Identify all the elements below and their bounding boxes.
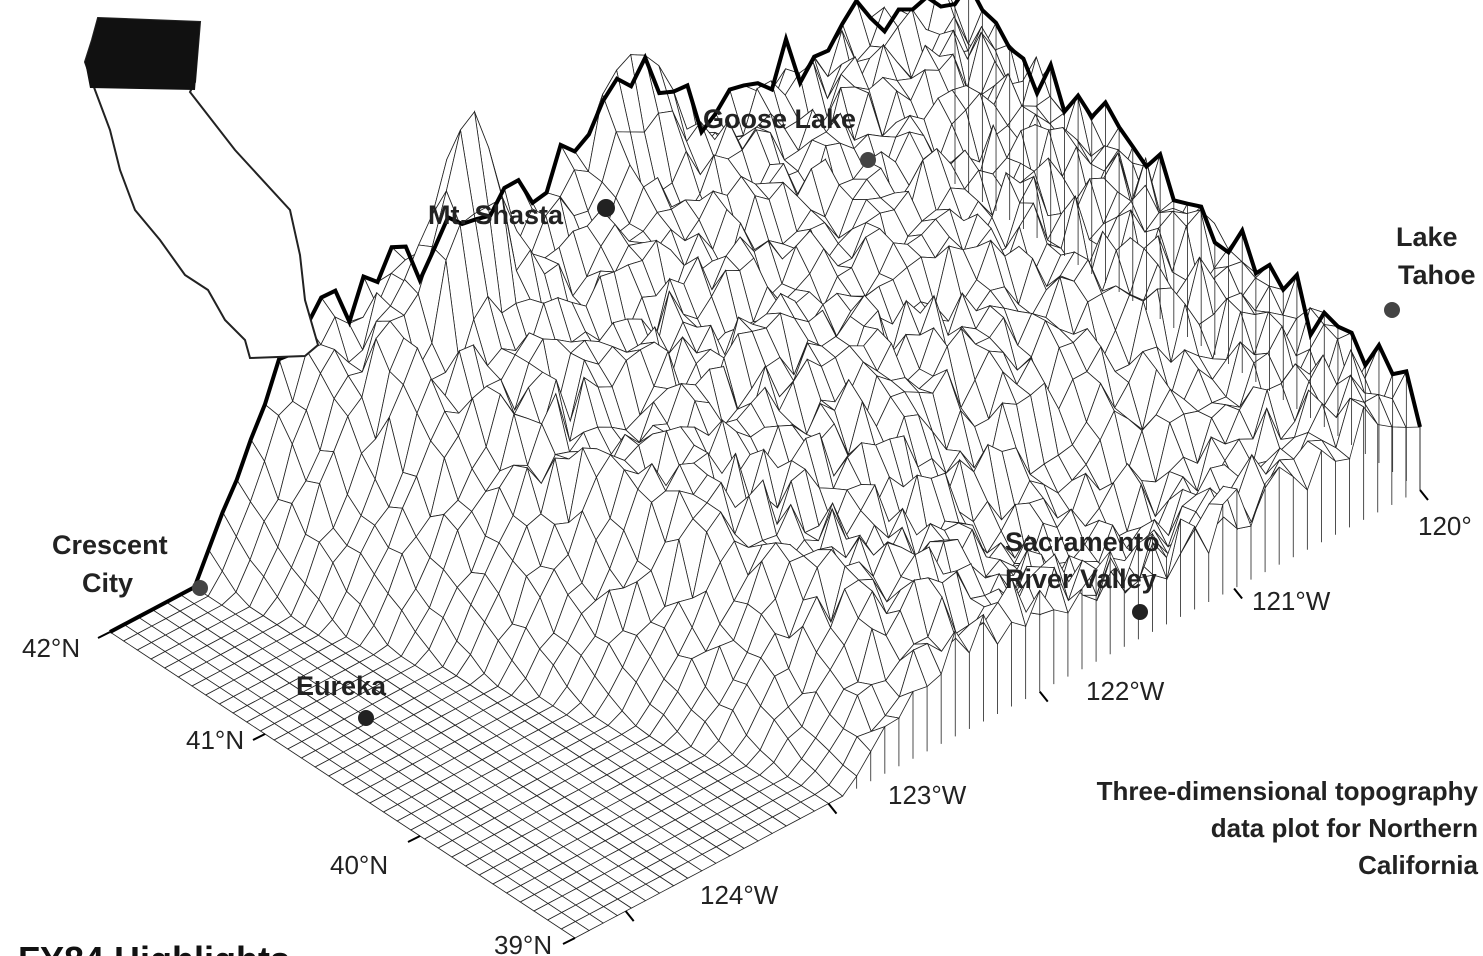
marker [358, 710, 374, 726]
caption: California [1358, 850, 1478, 880]
place-label: City [82, 568, 133, 598]
footer: FY84 Highlights [18, 939, 290, 956]
longitude-label: 121°W [1252, 586, 1331, 616]
place-label: Tahoe [1398, 260, 1476, 290]
caption: Three-dimensional topography [1097, 776, 1479, 806]
place-label: Sacramento [1005, 527, 1160, 557]
longitude-label: 124°W [700, 880, 779, 910]
longitude-label: 123°W [888, 780, 967, 810]
place-label: Eureka [296, 671, 387, 701]
place-label: Lake [1396, 222, 1458, 252]
marker [597, 199, 615, 217]
marker [192, 580, 208, 596]
latitude-label: 41°N [186, 725, 244, 755]
place-label: Mt. Shasta [428, 200, 564, 230]
caption: data plot for Northern [1211, 813, 1478, 843]
topography-figure: Goose Lake Mt. Shasta Lake Tahoe Crescen… [0, 0, 1483, 956]
longitude-label: 120° [1418, 511, 1472, 541]
longitude-label: 122°W [1086, 676, 1165, 706]
place-label: Crescent [52, 530, 168, 560]
latitude-label: 42°N [22, 633, 80, 663]
study-area [85, 18, 200, 90]
place-label: Goose Lake [703, 104, 856, 134]
place-label: River Valley [1005, 564, 1157, 594]
marker [1384, 302, 1400, 318]
latitude-label: 39°N [494, 930, 552, 956]
marker [1132, 604, 1148, 620]
marker [860, 152, 876, 168]
latitude-label: 40°N [330, 850, 388, 880]
